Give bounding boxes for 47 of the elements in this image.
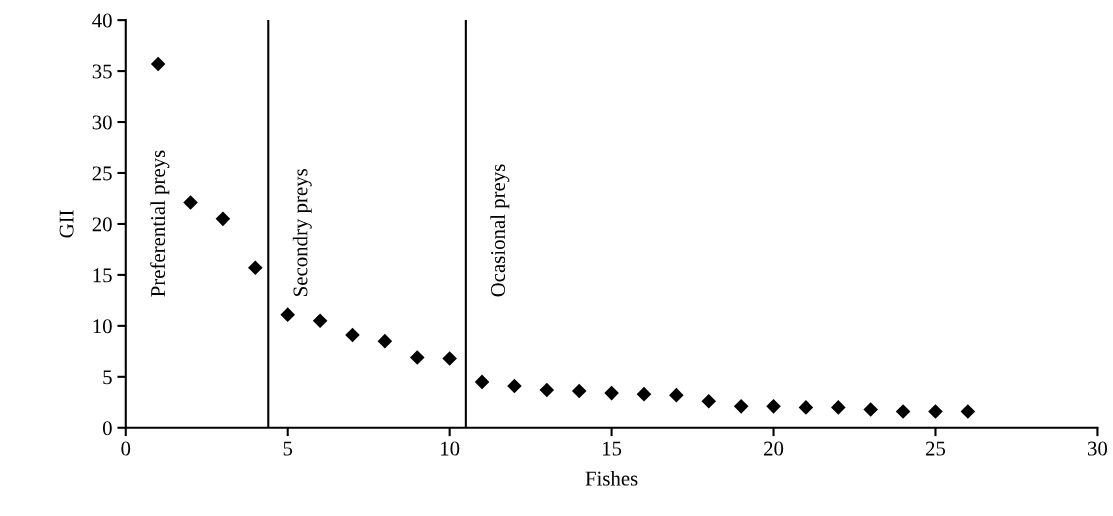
x-tick-label: 30 (1088, 441, 1108, 456)
y-tick-label: 5 (103, 370, 112, 385)
point (831, 400, 846, 415)
point (766, 399, 781, 414)
x-tick-label: 20 (764, 441, 784, 456)
point (798, 400, 814, 415)
point (928, 404, 943, 419)
point (248, 260, 263, 276)
point (409, 350, 425, 365)
y-tick-label: 30 (92, 115, 112, 130)
point (701, 393, 717, 409)
point (863, 402, 878, 417)
point (733, 399, 749, 414)
point (215, 211, 231, 227)
point (960, 404, 976, 419)
point (571, 383, 587, 399)
point (280, 307, 295, 322)
x-tick-label: 0 (121, 441, 131, 456)
point (669, 387, 684, 403)
y-tick-label: 40 (92, 13, 112, 28)
x-tick-label: 10 (441, 441, 460, 456)
annotation: Ocasional preys (490, 164, 510, 297)
point (312, 313, 328, 329)
x-axis-title: Fishes (585, 470, 638, 486)
x-tick-label: 5 (283, 441, 293, 456)
y-tick-label: 35 (92, 64, 112, 79)
x-tick-label: 15 (603, 441, 622, 456)
y-tick-label: 15 (93, 268, 112, 283)
point (474, 374, 490, 390)
x-tick-label: 25 (925, 441, 946, 456)
annotation: Secondry preys (292, 169, 312, 296)
point (442, 351, 457, 366)
point (377, 333, 393, 349)
point (345, 327, 360, 343)
y-axis-title: GII (59, 210, 74, 238)
annotation: Preferential preys (150, 150, 170, 297)
y-tick-label: 25 (92, 166, 112, 181)
point (636, 386, 652, 402)
point (183, 195, 198, 210)
point (604, 385, 619, 401)
point (539, 382, 555, 398)
point (895, 404, 911, 419)
y-tick-label: 20 (92, 217, 112, 232)
point (150, 56, 166, 72)
y-tick-label: 10 (93, 319, 112, 334)
y-tick-label: 0 (102, 421, 112, 436)
point (507, 378, 522, 394)
